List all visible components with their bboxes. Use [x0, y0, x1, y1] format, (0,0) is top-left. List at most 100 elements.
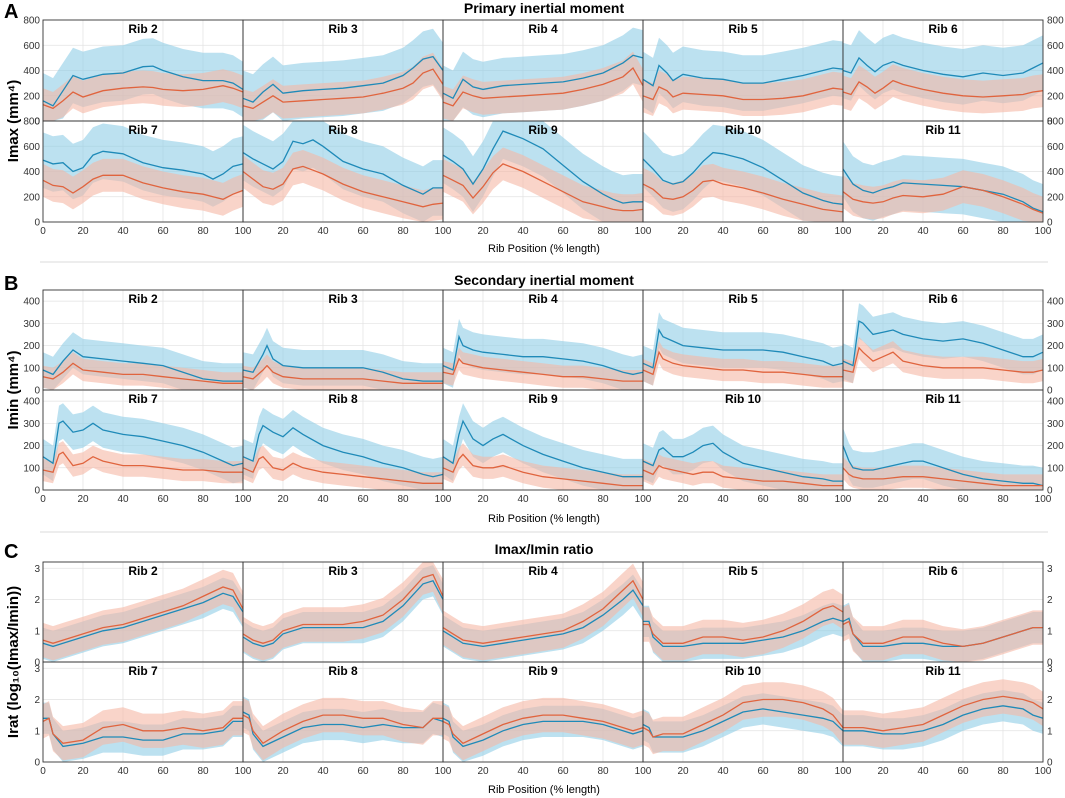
x-tick-label: 20 [677, 766, 689, 777]
subplot-title: Rib 5 [728, 564, 758, 578]
x-tick-label: 20 [477, 226, 489, 237]
y-tick-label: 600 [23, 41, 40, 52]
x-tick-label: 60 [557, 494, 569, 505]
y-tick-label: 0 [34, 658, 40, 669]
y-tick-label: 300 [23, 319, 40, 330]
x-tick-label: 0 [40, 226, 46, 237]
subplot-title: Rib 11 [925, 392, 961, 406]
y-tick-label: 0 [1047, 486, 1053, 497]
y-tick-label: 2 [34, 695, 40, 706]
x-tick-label: 80 [997, 226, 1009, 237]
subplot-title: Rib 7 [128, 392, 158, 406]
x-tick-label: 20 [477, 494, 489, 505]
x-tick-label: 100 [235, 226, 252, 237]
y-tick-label: 1 [1047, 626, 1053, 637]
red-series-line [842, 186, 1044, 214]
blue-series-line [242, 344, 443, 382]
red-band [643, 682, 843, 755]
x-tick-label: 40 [317, 494, 329, 505]
red-series-line [42, 85, 244, 110]
x-tick-label: 40 [717, 766, 729, 777]
subplot-title: Rib 8 [328, 664, 358, 678]
x-tick-label: 80 [797, 226, 809, 237]
subplot-title: Rib 11 [925, 664, 961, 678]
x-tick-label: 80 [397, 766, 409, 777]
subplot-title: Rib 7 [128, 123, 158, 137]
blue-series-line [642, 328, 844, 369]
subplot-title: Rib 4 [528, 564, 558, 578]
subplot-title: Rib 6 [928, 22, 958, 36]
blue-series-line [42, 65, 244, 107]
red-series-line [442, 453, 643, 487]
subplot-rib-6: Rib 6 0 100 200 300 400 [842, 289, 1064, 397]
y-tick-label: 3 [1047, 564, 1053, 575]
blue-series-line [242, 580, 444, 648]
x-tick-label: 20 [677, 494, 689, 505]
y-tick-label: 2 [1047, 695, 1053, 706]
y-tick-label: 600 [1047, 142, 1064, 153]
red-series-line [242, 455, 443, 484]
y-tick-label: 100 [23, 363, 40, 374]
blue-series-line [642, 151, 844, 205]
subplot-rib-10: Rib 10 20 40 60 80 100 [642, 661, 852, 777]
red-series-line [642, 179, 844, 213]
blue-series-line [842, 168, 1044, 213]
blue-series-line [442, 419, 643, 478]
y-tick-label: 3 [1047, 664, 1053, 675]
subplot-rib-4: Rib 4 [442, 289, 644, 391]
blue-series-line [642, 442, 843, 482]
blue-series-line [42, 592, 244, 648]
subplot-frame [842, 661, 1044, 763]
subplot-rib-11: Rib 11 0 200 400 600 800 20 40 60 80 100 [842, 117, 1064, 237]
x-tick-label: 60 [957, 494, 969, 505]
subplot-title: Rib 8 [328, 123, 358, 137]
y-tick-label: 0 [34, 117, 40, 128]
x-tick-label: 80 [197, 494, 209, 505]
red-series-line [442, 163, 644, 212]
red-band [443, 347, 643, 390]
y-tick-label: 0 [1047, 658, 1053, 669]
red-series-line [42, 362, 243, 384]
y-tick-label: 800 [1047, 16, 1064, 27]
red-band [43, 569, 243, 661]
blue-series-line [242, 139, 443, 195]
subplot-rib-6: Rib 6 0 1 2 3 [842, 561, 1053, 669]
x-tick-label: 20 [77, 226, 89, 237]
subplot-title: Rib 10 [725, 392, 761, 406]
red-band [843, 170, 1043, 222]
subplot-rib-3: Rib 3 [242, 561, 444, 663]
subplot-rib-3: Rib 3 [242, 289, 444, 391]
red-band [643, 341, 843, 388]
y-tick-label: 0 [1047, 386, 1053, 397]
x-tick-label: 60 [957, 766, 969, 777]
y-tick-label: 1 [34, 726, 40, 737]
x-tick-label: 20 [277, 494, 289, 505]
red-series-line [842, 620, 1043, 648]
red-series-line [442, 579, 644, 644]
panel-b-ylabel: Imin (mm⁴) [5, 350, 22, 429]
subplot-title: Rib 3 [328, 564, 358, 578]
blue-band [443, 403, 643, 490]
x-tick-label: 40 [717, 226, 729, 237]
x-tick-label: 60 [557, 226, 569, 237]
blue-series-line [842, 445, 1044, 487]
red-series-line [642, 350, 843, 378]
x-tick-label: 60 [357, 766, 369, 777]
x-tick-label: 80 [597, 226, 609, 237]
y-tick-label: 400 [1047, 66, 1064, 77]
y-tick-label: 200 [23, 441, 40, 452]
x-tick-label: 40 [117, 226, 129, 237]
y-tick-label: 200 [1047, 192, 1064, 203]
x-tick-label: 40 [517, 226, 529, 237]
red-band [843, 604, 1043, 662]
red-series-line [42, 586, 244, 644]
subplot-rib-5: Rib 5 [642, 289, 844, 391]
x-tick-label: 60 [757, 226, 769, 237]
red-series-line [42, 174, 244, 200]
